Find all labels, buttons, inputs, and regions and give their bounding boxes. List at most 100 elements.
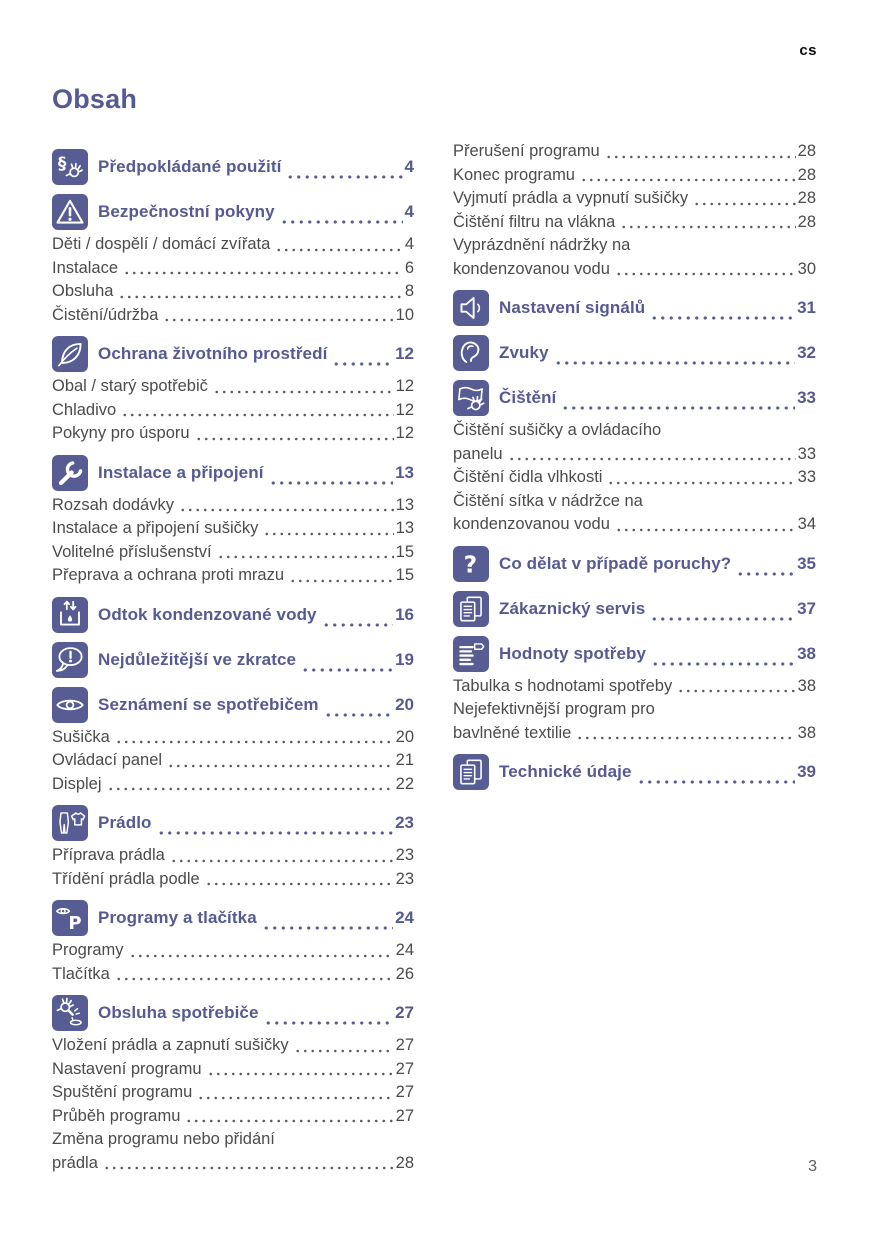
- toc-section-title: Instalace a připojení: [98, 462, 264, 482]
- toc-entry-page: 22: [395, 774, 414, 793]
- dot-leader: [650, 615, 796, 622]
- toc-entry-label: Příprava prádla: [52, 846, 165, 864]
- toc-entry-label: Volitelné příslušenství: [52, 542, 212, 561]
- toc-entry: Nastavení programu 27: [52, 1058, 414, 1082]
- dot-leader: [736, 570, 796, 577]
- dot-leader: [301, 666, 394, 673]
- toc-section-title: Zvuky: [499, 343, 549, 362]
- toc-entry-label: Displej: [52, 774, 102, 793]
- dot-leader: [693, 200, 796, 207]
- toc-entry: kondenzovanou vodu 34: [453, 513, 816, 537]
- toc-entry-page: 34: [797, 515, 816, 533]
- dot-leader: [677, 688, 796, 694]
- toc-section-title: Hodnoty spotřeby: [499, 643, 647, 663]
- toc-entry-page: 4: [404, 235, 414, 253]
- toc-section-heading: Nejdůležitější ve zkratce 19: [52, 641, 414, 678]
- dot-leader: [604, 153, 796, 160]
- toc-entry-label: Obsluha: [52, 282, 114, 300]
- toc-section-heading: ? Co dělat v případě poruchy? 35: [453, 545, 816, 582]
- toc-entry-page: 20: [395, 727, 414, 746]
- toc-section-title: Seznámení se spotřebičem: [98, 694, 319, 714]
- toc-section-page: 19: [395, 649, 414, 669]
- toc-entry-label: Třídění prádla podle: [52, 869, 200, 888]
- toc-entry-page: 33: [797, 468, 816, 486]
- toc-section-heading: Ochrana životního prostředí 12: [52, 336, 414, 372]
- toc-section-heading: Zvuky 32: [453, 335, 816, 371]
- toc-entry: Přeprava a ochrana proti mrazu 15: [52, 564, 414, 588]
- toc-entry-label: Programy: [52, 941, 124, 959]
- eye-icon: [52, 686, 88, 723]
- toc-section-title: Co dělat v případě poruchy?: [499, 553, 732, 573]
- speech-bubble-icon: [52, 641, 88, 678]
- toc-entry: panelu 33: [453, 443, 816, 467]
- dot-leader: [263, 1020, 394, 1026]
- dot-leader: [650, 315, 796, 321]
- toc-entry-label: panelu: [453, 444, 503, 463]
- toc-entry: Spuštění programu 27: [52, 1081, 414, 1105]
- toc-entry-label: Vyprázdnění nádržky na: [453, 236, 631, 254]
- dot-leader: [607, 479, 796, 486]
- toc-section-page: 38: [797, 643, 816, 663]
- toc-entry-label: Děti / dospělí / domácí zvířata: [52, 235, 271, 253]
- toc-entry-label: Chladivo: [52, 400, 117, 419]
- dot-leader: [167, 762, 394, 769]
- toc-entry-page: 27: [395, 1036, 414, 1054]
- toc-entry-page: 30: [797, 259, 816, 278]
- toc-entry: bavlněné textilie 38: [453, 722, 816, 746]
- question-icon: ?: [453, 545, 489, 582]
- toc-entry: Obsluha 8: [52, 280, 414, 304]
- toc-entry-label: Vyjmutí prádla a vypnutí sušičky: [453, 189, 689, 207]
- eco-leaf-icon: [52, 336, 88, 372]
- toc-section-page: 32: [797, 343, 816, 362]
- dot-leader: [507, 456, 796, 462]
- dot-leader: [614, 526, 796, 533]
- toc-entry-label: Rozsah dodávky: [52, 495, 174, 514]
- toc-section-page: 33: [797, 388, 816, 407]
- toc-entry-page: 12: [395, 424, 414, 442]
- toc-section-page: 12: [395, 344, 414, 363]
- toc-section-title: Programy a tlačítka: [98, 908, 257, 927]
- toc-section-page: 4: [404, 202, 414, 221]
- toc-entry-page: 27: [395, 1106, 414, 1125]
- toc-section-heading: Nastavení signálů 31: [453, 290, 816, 326]
- toc-entry-page: 10: [395, 305, 414, 324]
- page-title: Obsah: [52, 84, 138, 114]
- toc-entry: Děti / dospělí / domácí zvířata 4: [52, 233, 414, 257]
- toc-section-heading: Technické údaje 39: [453, 754, 816, 790]
- toc-section-title: Předpokládané použití: [98, 157, 282, 176]
- toc-entry-page: 28: [395, 1153, 414, 1172]
- toc-entry: Chladivo 12: [52, 399, 414, 423]
- toc-section-title: Čištění: [499, 388, 557, 407]
- toc-entry-page: 23: [395, 869, 414, 888]
- toc-entry-label: Nastavení programu: [52, 1059, 202, 1078]
- toc-entry: Přerušení programu 28: [453, 140, 816, 164]
- laundry-icon: [52, 805, 88, 841]
- toc-section-heading: Odtok kondenzované vody 16: [52, 596, 414, 633]
- toc-entry-page: 27: [395, 1083, 414, 1101]
- toc-entry: Čištění filtru na vlákna 28: [453, 211, 816, 235]
- toc-entry-page: 28: [797, 142, 816, 160]
- svg-text:§: §: [58, 153, 67, 173]
- dot-leader: [261, 925, 394, 931]
- toc-entry-label: Pokyny pro úsporu: [52, 424, 190, 442]
- toc-entry-label: Tlačítka: [52, 964, 110, 983]
- toc-entry: Ovládací panel 21: [52, 749, 414, 773]
- toc-section-page: 35: [797, 553, 816, 573]
- toc-entry-label: Přerušení programu: [453, 142, 600, 160]
- toc-section-page: 39: [797, 762, 816, 781]
- toc-section-heading: § Předpokládané použití 4: [52, 149, 414, 185]
- toc-section-title: Bezpečnostní pokyny: [98, 202, 275, 221]
- toc-entry-label: kondenzovanou vodu: [453, 259, 610, 278]
- programs-icon: P: [52, 900, 88, 936]
- dot-leader: [323, 711, 394, 718]
- dot-leader: [212, 388, 394, 395]
- toc-entry-label: Čistění/údržba: [52, 305, 159, 324]
- toc-entry-label: Konec programu: [453, 165, 575, 184]
- toc-entry-label: bavlněné textilie: [453, 723, 572, 742]
- toc-entry: Volitelné příslušenství 15: [52, 541, 414, 565]
- toc-entry: Programy 24: [52, 939, 414, 963]
- toc-entry-page: 26: [395, 964, 414, 983]
- toc-section-page: 37: [797, 598, 816, 618]
- dot-leader: [179, 507, 394, 513]
- toc-entry-label: Nejefektivnější program pro: [453, 700, 655, 718]
